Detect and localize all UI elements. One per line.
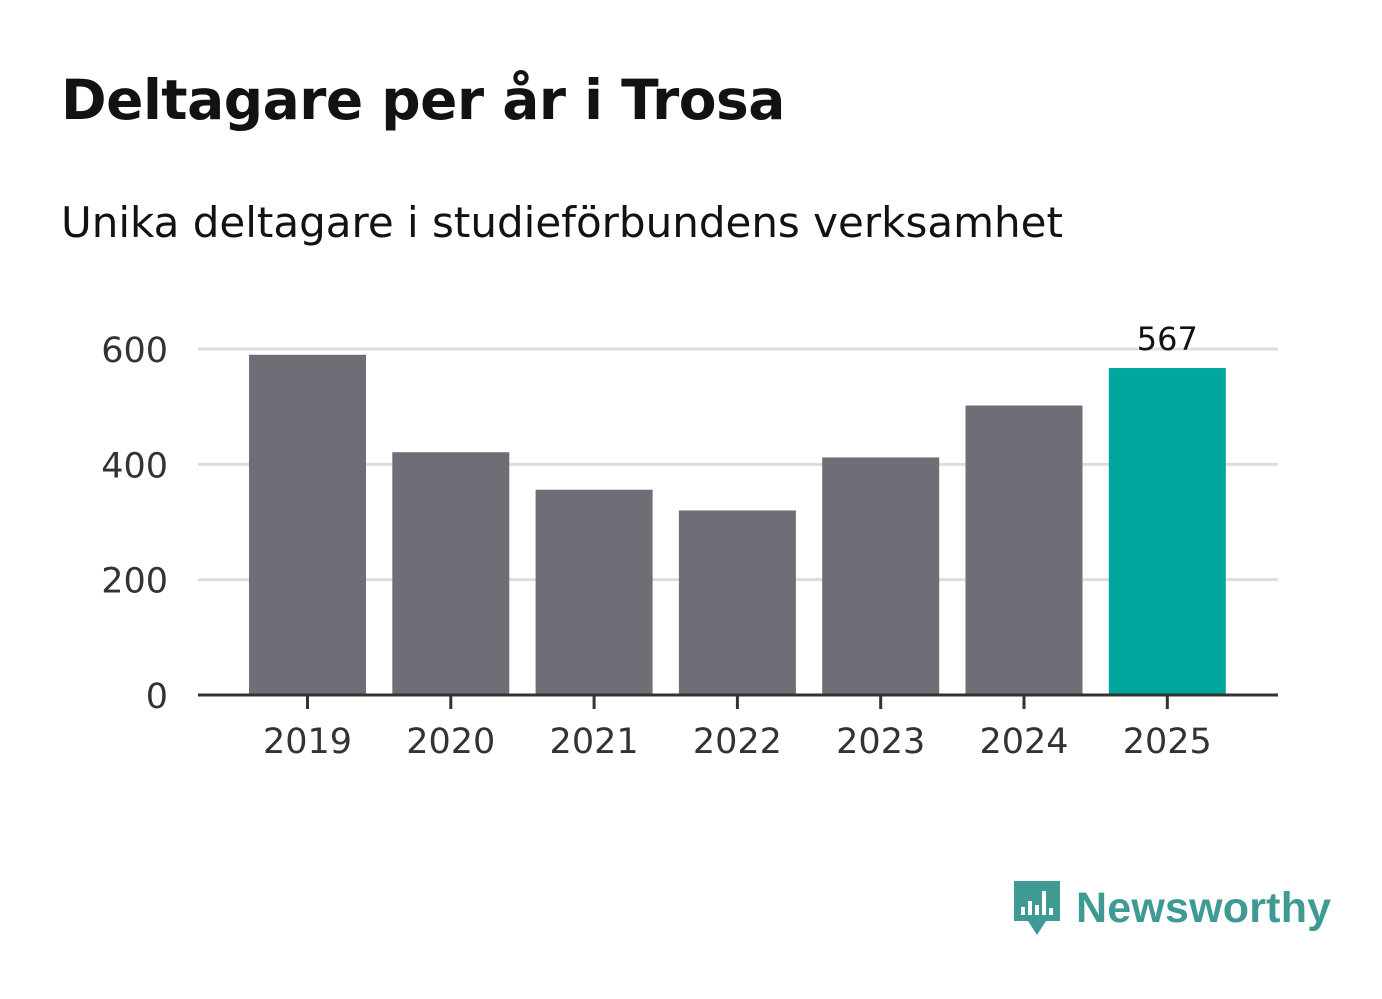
x-tick-label: 2019 <box>263 722 352 762</box>
x-tick-label: 2025 <box>1123 722 1212 762</box>
bar <box>249 354 366 695</box>
bar <box>392 452 510 695</box>
newsworthy-chat-bars-icon <box>1014 881 1060 935</box>
bar-chart: 0 200 400 600 2019 2020 2021 2022 2023 2024 567 202… <box>101 320 1278 762</box>
brand-logo: Newsworthy <box>1010 876 1331 940</box>
x-tick-label: 2021 <box>550 722 639 762</box>
bar <box>1108 368 1226 695</box>
y-tick-label: 0 <box>146 677 168 717</box>
bar <box>822 457 940 695</box>
y-tick-label: 400 <box>101 446 168 486</box>
x-tick-label: 2022 <box>693 722 782 762</box>
y-tick-label: 200 <box>101 562 168 602</box>
x-tick-label: 2023 <box>836 722 925 762</box>
x-tick-label: 2020 <box>406 722 495 762</box>
chart-subtitle: Unika deltagare i studieförbundens verks… <box>61 198 1063 247</box>
chart-title: Deltagare per år i Trosa <box>61 68 785 132</box>
bar <box>965 405 1083 695</box>
data-label: 567 <box>1137 320 1198 358</box>
brand-name: Newsworthy <box>1076 883 1332 932</box>
bar <box>535 489 653 695</box>
bar <box>678 510 796 695</box>
x-tick-label: 2024 <box>979 722 1068 762</box>
y-tick-label: 600 <box>101 331 168 371</box>
